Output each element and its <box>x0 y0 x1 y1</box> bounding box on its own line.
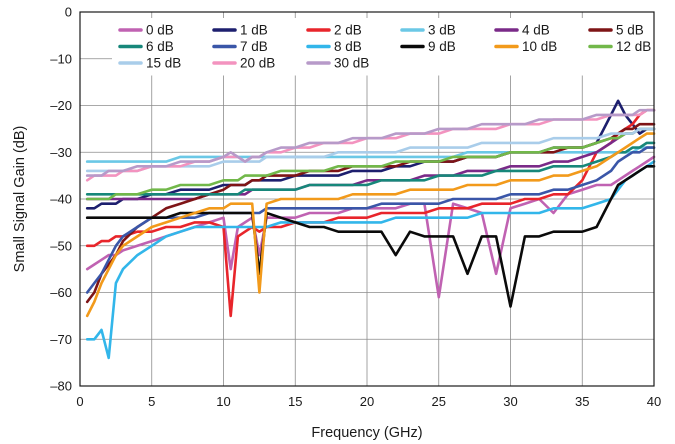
legend-label: 9 dB <box>428 39 456 54</box>
plot-frame <box>79 11 655 387</box>
series-line-10 <box>85 132 656 318</box>
y-tick-label: –80 <box>50 379 72 394</box>
x-tick-label: 30 <box>503 394 517 409</box>
series-line-14 <box>85 108 656 177</box>
y-tick-label: –50 <box>50 238 72 253</box>
legend-label: 7 dB <box>240 39 268 54</box>
legend-label: 2 dB <box>334 23 362 38</box>
series-line-2 <box>85 108 656 318</box>
x-tick-label: 20 <box>360 394 374 409</box>
series-line-6 <box>85 141 656 196</box>
legend-label: 20 dB <box>240 56 275 71</box>
series-line-9 <box>85 165 656 308</box>
x-tick-label: 10 <box>216 394 230 409</box>
x-tick-label: 25 <box>432 394 446 409</box>
x-tick-label: 35 <box>575 394 589 409</box>
x-tick-label: 40 <box>647 394 661 409</box>
legend-label: 10 dB <box>522 39 557 54</box>
x-tick-label: 15 <box>288 394 302 409</box>
x-axis-title: Frequency (GHz) <box>311 425 422 441</box>
series-line-3 <box>85 146 656 163</box>
series-line-8 <box>85 160 656 360</box>
y-tick-label: –20 <box>50 98 72 113</box>
legend-label: 3 dB <box>428 23 456 38</box>
x-tick-label: 0 <box>76 394 83 409</box>
y-tick-label: –30 <box>50 145 72 160</box>
legend-label: 6 dB <box>146 39 174 54</box>
legend-label: 15 dB <box>146 56 181 71</box>
legend-background <box>112 18 675 76</box>
series-line-5 <box>85 122 656 304</box>
x-tick-label: 5 <box>148 394 155 409</box>
legend-label: 1 dB <box>240 23 268 38</box>
y-axis-title: Small Signal Gain (dB) <box>12 126 28 273</box>
legend-label: 4 dB <box>522 23 550 38</box>
series-lines <box>85 99 656 360</box>
series-line-11 <box>85 127 656 201</box>
y-tick-label: –40 <box>50 192 72 207</box>
y-tick-labels: 0 –10 –20 –30 –40 –50 –60 –70 –80 <box>50 5 72 394</box>
x-tick-labels: 0 5 10 15 20 25 30 35 40 <box>76 394 661 409</box>
legend-label: 30 dB <box>334 56 369 71</box>
legend-label: 5 dB <box>616 23 644 38</box>
y-tick-label: –60 <box>50 285 72 300</box>
legend-label: 0 dB <box>146 23 174 38</box>
legend-label: 8 dB <box>334 39 362 54</box>
y-tick-label: 0 <box>65 5 72 20</box>
legend: 0 dB 1 dB 2 dB 3 dB 4 dB 5 dB 6 dB 7 dB 8 dB 9 dB… <box>112 18 675 76</box>
y-tick-label: –10 <box>50 51 72 66</box>
legend-label: 12 dB <box>616 39 651 54</box>
y-tick-label: –70 <box>50 332 72 347</box>
